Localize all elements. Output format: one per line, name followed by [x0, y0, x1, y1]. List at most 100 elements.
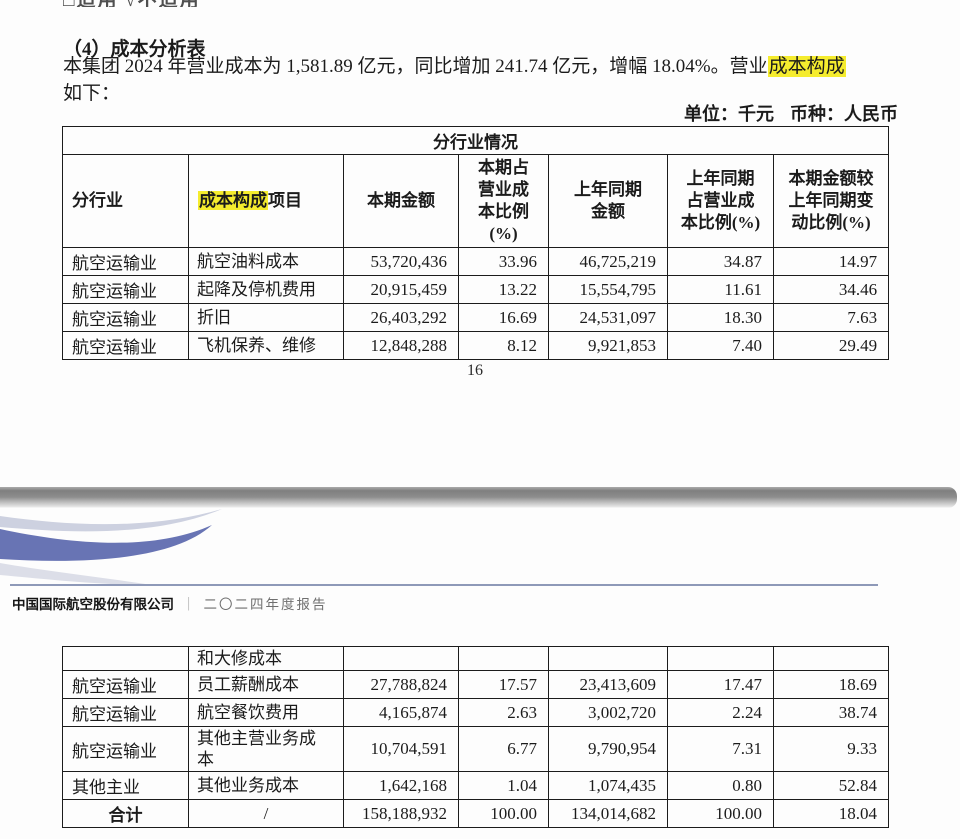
table-row: 航空运输业 其他主营业务成本 10,704,591 6.77 9,790,954…	[62, 726, 889, 772]
cell-prior-amount: 134,014,682	[548, 799, 668, 828]
intro-line1: 本集团 2024 年营业成本为 1,581.89 亿元，同比增加 241.74 …	[63, 56, 846, 77]
intro-tail: 如下：	[63, 83, 121, 104]
report-title: 二〇二四年度报告	[203, 597, 328, 612]
cell-cost-item: 其他业务成本	[188, 771, 344, 800]
cell-prior-pct: 17.47	[667, 670, 774, 699]
cell-current-pct: 16.69	[458, 303, 549, 332]
col-header-cost-item-rest: 项目	[268, 191, 302, 210]
report-header: 中国国际航空股份有限公司 ｜ 二〇二四年度报告	[12, 593, 328, 613]
page-edge-bar	[0, 487, 957, 508]
page-number: 16	[467, 362, 483, 379]
table-section-title: 分行业情况	[61, 126, 890, 155]
cell-current-amount: 12,848,288	[343, 331, 459, 360]
cell-prior-amount: 15,554,795	[548, 275, 668, 304]
cell-change-pct: 7.63	[772, 303, 890, 332]
cell-change-pct: 14.97	[772, 247, 890, 276]
cell-prior-pct: 11.61	[667, 275, 774, 304]
cell-change-pct: 52.84	[773, 771, 889, 800]
cell-prior-amount: 46,725,219	[548, 247, 668, 276]
cell-prior-pct: 18.30	[667, 303, 774, 332]
cell-cost-item: 航空油料成本	[188, 247, 344, 276]
cover-swoosh-graphic	[0, 509, 222, 585]
cell-total-label: 合计	[62, 799, 189, 828]
cell-prior-amount: 1,074,435	[548, 771, 668, 800]
cell-current-amount: 1,642,168	[343, 771, 459, 800]
table-section-row: 分行业情况	[61, 126, 890, 155]
currency-label: 币种：人民币	[790, 104, 898, 124]
cell-industry: 航空运输业	[62, 331, 189, 360]
col-header-change-pct: 本期金额较上年同期变动比例(%)	[772, 154, 890, 248]
table-row: 和大修成本	[62, 646, 889, 671]
cell-industry	[62, 646, 189, 671]
cell-prior-pct: 2.24	[667, 698, 774, 727]
cell-current-pct: 2.63	[458, 698, 549, 727]
unit-label: 单位：千元	[684, 104, 774, 124]
table-row: 航空运输业 折旧 26,403,292 16.69 24,531,097 18.…	[62, 303, 890, 332]
section-heading: （4）成本分析表	[63, 39, 206, 60]
col-header-current-amount: 本期金额	[343, 154, 459, 248]
company-name: 中国国际航空股份有限公司	[12, 597, 174, 612]
cell-current-pct	[458, 646, 549, 671]
cell-cost-item: 折旧	[188, 303, 344, 332]
cell-current-amount: 158,188,932	[343, 799, 459, 828]
table-row: 航空运输业 起降及停机费用 20,915,459 13.22 15,554,79…	[62, 275, 890, 304]
cell-current-amount: 53,720,436	[343, 247, 459, 276]
table-row: 航空运输业 航空餐饮费用 4,165,874 2.63 3,002,720 2.…	[62, 698, 889, 727]
cell-prior-pct: 34.87	[667, 247, 774, 276]
cell-current-pct: 100.00	[458, 799, 549, 828]
cell-current-pct: 17.57	[458, 670, 549, 699]
cell-industry: 航空运输业	[62, 247, 189, 276]
cell-total-item: /	[188, 799, 344, 828]
cell-current-pct: 8.12	[458, 331, 549, 360]
col-header-prior-amount: 上年同期金额	[548, 154, 668, 248]
table-row: 航空运输业 飞机保养、维修 12,848,288 8.12 9,921,853 …	[62, 331, 890, 360]
cell-cost-item: 员工薪酬成本	[188, 670, 344, 699]
cell-cost-item: 和大修成本	[188, 646, 344, 671]
cell-current-amount: 27,788,824	[343, 670, 459, 699]
swoosh-blue-curve	[0, 525, 212, 561]
cell-industry: 航空运输业	[62, 698, 189, 727]
cell-prior-amount	[548, 646, 668, 671]
cell-current-amount: 4,165,874	[343, 698, 459, 727]
cell-industry: 航空运输业	[62, 670, 189, 699]
col-header-industry: 分行业	[62, 154, 189, 248]
clipped-checkbox-text: □适用 √不适用	[63, 0, 463, 7]
intro-text: 本集团 2024 年营业成本为 1,581.89 亿元，同比增加 241.74 …	[63, 56, 768, 77]
header-separator: ｜	[182, 597, 196, 612]
cell-current-amount: 10,704,591	[343, 726, 459, 772]
cell-current-pct: 13.22	[458, 275, 549, 304]
cell-prior-amount: 23,413,609	[548, 670, 668, 699]
cell-industry: 其他主业	[62, 771, 189, 800]
col-header-prior-pct: 上年同期占营业成本比例(%)	[667, 154, 774, 248]
cell-cost-item: 航空餐饮费用	[188, 698, 344, 727]
cell-current-pct: 6.77	[458, 726, 549, 772]
cell-change-pct: 9.33	[773, 726, 889, 772]
col-header-current-pct: 本期占营业成本比例(%)	[458, 154, 549, 248]
cell-industry: 航空运输业	[62, 303, 189, 332]
cell-current-pct: 1.04	[458, 771, 549, 800]
cell-prior-amount: 3,002,720	[548, 698, 668, 727]
cell-prior-pct: 0.80	[667, 771, 774, 800]
cell-industry: 航空运输业	[62, 726, 189, 772]
cell-change-pct: 29.49	[772, 331, 890, 360]
cost-analysis-table-page16: 分行业情况 分行业 成本构成项目 本期金额 本期占营业成本比例(%) 上年同期金…	[61, 126, 890, 360]
cell-prior-pct	[667, 646, 774, 671]
table-row: 航空运输业 航空油料成本 53,720,436 33.96 46,725,219…	[62, 247, 890, 276]
cell-cost-item: 起降及停机费用	[188, 275, 344, 304]
cell-current-amount: 26,403,292	[343, 303, 459, 332]
swoosh-gray-wisp	[0, 509, 222, 532]
cell-prior-amount: 9,921,853	[548, 331, 668, 360]
cell-prior-pct: 7.31	[667, 726, 774, 772]
col-header-cost-item: 成本构成项目	[188, 154, 344, 248]
intro-paragraph: 本集团 2024 年营业成本为 1,581.89 亿元，同比增加 241.74 …	[63, 53, 899, 107]
cell-current-amount	[343, 646, 459, 671]
header-rule	[10, 584, 878, 586]
cost-analysis-table-page17: 和大修成本 航空运输业 员工薪酬成本 27,788,824 17.57 23,4…	[62, 646, 889, 828]
cell-prior-pct: 100.00	[667, 799, 774, 828]
cell-industry: 航空运输业	[62, 275, 189, 304]
table-total-row: 合计 / 158,188,932 100.00 134,014,682 100.…	[62, 799, 889, 828]
swoosh-pale-curve	[0, 563, 152, 585]
cell-current-amount: 20,915,459	[343, 275, 459, 304]
cell-change-pct: 34.46	[772, 275, 890, 304]
